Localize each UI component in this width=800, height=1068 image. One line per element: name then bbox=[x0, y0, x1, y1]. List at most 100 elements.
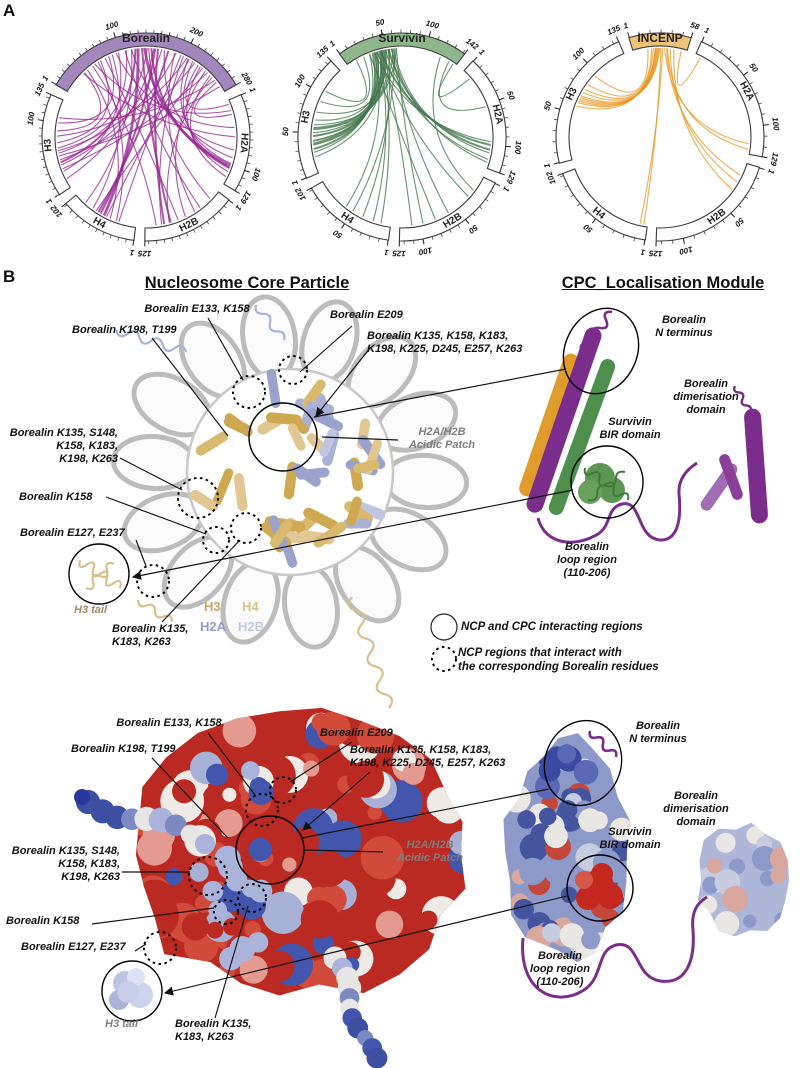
svg-text:1: 1 bbox=[40, 74, 50, 83]
svg-text:142: 142 bbox=[464, 36, 481, 52]
svg-text:1: 1 bbox=[247, 86, 257, 94]
ncp-section-title: Nucleosome Core Particle bbox=[144, 274, 350, 292]
svg-text:H3: H3 bbox=[300, 109, 313, 124]
svg-text:100: 100 bbox=[104, 19, 120, 32]
svg-text:50: 50 bbox=[747, 61, 760, 74]
legend-h3: H3 bbox=[204, 599, 221, 614]
legend-h2b: H2B bbox=[238, 619, 265, 634]
ncp-surface-illustration bbox=[74, 707, 466, 1068]
svg-text:1: 1 bbox=[477, 47, 487, 57]
cpc-surface-illustration bbox=[503, 730, 789, 999]
svg-text:50: 50 bbox=[281, 126, 290, 136]
svg-text:50: 50 bbox=[331, 228, 344, 241]
annotation-bir-domain-cartoon: Survivin BIR domain bbox=[599, 416, 661, 441]
svg-text:1: 1 bbox=[233, 203, 243, 212]
annotation-big-surface: Borealin K135, K158, K183, K198, K225, D… bbox=[350, 744, 506, 769]
cpc-cartoon-illustration bbox=[519, 310, 768, 544]
svg-text:1: 1 bbox=[542, 162, 552, 169]
annotation-big-cartoon: Borealin K135, K158, K183, K198, K225, D… bbox=[367, 330, 523, 355]
circos-plot-incenp: 1 58INCENP150100129H2A150100125H2B150102H… bbox=[542, 20, 781, 259]
svg-text:102: 102 bbox=[293, 186, 308, 203]
annotation-k158-cartoon: Borealin K158 bbox=[19, 491, 93, 503]
annotation-k198-surface: Borealin K198, T199 bbox=[71, 743, 176, 755]
svg-text:100: 100 bbox=[250, 167, 263, 183]
annotation-loop-region-cartoon: Borealin loop region (110-206) bbox=[557, 541, 617, 579]
annotation-loop-region-surface: Borealin loop region (110-206) bbox=[530, 950, 590, 988]
svg-text:1: 1 bbox=[766, 168, 776, 175]
annotation-left6-cartoon: Borealin K135, S148, K158, K183, K198, K… bbox=[9, 427, 118, 465]
svg-text:135: 135 bbox=[315, 44, 331, 60]
svg-text:125: 125 bbox=[648, 249, 662, 259]
svg-text:125: 125 bbox=[392, 249, 406, 258]
annotation-k135-cartoon: Borealin K135, K183, K263 bbox=[112, 623, 189, 648]
svg-text:H2A: H2A bbox=[238, 133, 250, 154]
callout-overlays bbox=[68, 307, 644, 1022]
svg-text:50: 50 bbox=[466, 223, 479, 236]
svg-text:100: 100 bbox=[293, 73, 308, 90]
svg-text:102: 102 bbox=[544, 170, 557, 186]
key-dotted-circle-text: NCP regions that interact with the corre… bbox=[458, 647, 659, 674]
svg-text:INCENP: INCENP bbox=[637, 31, 682, 45]
annotation-k135-surface: Borealin K135, K183, K263 bbox=[175, 1018, 252, 1043]
svg-text:1: 1 bbox=[129, 248, 135, 258]
annotation-left6-surface: Borealin K135, S148, K158, K183, K198, K… bbox=[11, 845, 120, 883]
svg-text:100: 100 bbox=[417, 245, 432, 257]
svg-text:1: 1 bbox=[328, 38, 337, 48]
legend-h4: H4 bbox=[242, 599, 259, 614]
annotation-n-terminus-surface: Borealin N terminus bbox=[629, 720, 687, 745]
annotation-acidic-patch-surface: H2A/H2B Acidic Patch bbox=[396, 839, 464, 864]
annotation-acidic-patch-cartoon: H2A/H2B Acidic Patch bbox=[408, 426, 476, 451]
annotation-e127-cartoon: Borealin E127, E237 bbox=[20, 527, 125, 539]
svg-text:100: 100 bbox=[425, 19, 441, 31]
annotation-h3tail-surface: H3 tail bbox=[105, 1018, 139, 1030]
svg-text:50: 50 bbox=[375, 17, 386, 28]
annotation-k158-surface: Borealin K158 bbox=[6, 915, 80, 927]
svg-text:Survivin: Survivin bbox=[378, 31, 425, 45]
svg-text:58: 58 bbox=[689, 20, 701, 31]
svg-text:1: 1 bbox=[383, 248, 389, 258]
svg-text:H3: H3 bbox=[564, 86, 580, 103]
annotation-bir-domain-surface: Survivin BIR domain bbox=[599, 826, 661, 851]
annotation-e209-surface: Borealin E209 bbox=[320, 727, 393, 739]
legend-h2a: H2A bbox=[200, 619, 227, 634]
annotation-e133-surface: Borealin E133, K158 bbox=[116, 717, 222, 729]
svg-text:1: 1 bbox=[501, 185, 511, 193]
svg-text:125: 125 bbox=[137, 249, 151, 258]
svg-text:H3: H3 bbox=[42, 138, 54, 152]
svg-text:100: 100 bbox=[513, 140, 523, 155]
annotation-e127-surface: Borealin E127, E237 bbox=[21, 941, 126, 953]
annotation-n-terminus-cartoon: Borealin N terminus bbox=[655, 314, 713, 339]
svg-text:200: 200 bbox=[188, 25, 205, 40]
svg-text:1: 1 bbox=[290, 178, 300, 186]
svg-text:129: 129 bbox=[504, 169, 517, 185]
svg-text:H2A: H2A bbox=[490, 103, 505, 125]
circos-plot-survivin: 150 100142Survivin150100129H2A150100125H2… bbox=[281, 17, 523, 258]
svg-text:280: 280 bbox=[239, 70, 254, 87]
annotation-e133-cartoon: Borealin E133, K158 bbox=[144, 303, 250, 315]
svg-text:135: 135 bbox=[33, 81, 47, 97]
annotation-dimerisation-surface: Borealin dimerisation domain bbox=[663, 790, 729, 828]
svg-text:100: 100 bbox=[770, 117, 781, 132]
annotation-dimerisation-cartoon: Borealin dimerisation domain bbox=[673, 378, 739, 416]
svg-text:1: 1 bbox=[622, 21, 629, 31]
annotation-e209-cartoon: Borealin E209 bbox=[330, 309, 403, 321]
svg-text:Borealin: Borealin bbox=[122, 31, 170, 45]
svg-text:135: 135 bbox=[606, 23, 622, 37]
svg-text:100: 100 bbox=[26, 111, 37, 126]
svg-text:102: 102 bbox=[48, 203, 64, 219]
panel-b-label: B bbox=[3, 267, 16, 286]
key-solid-circle-text: NCP and CPC interacting regions bbox=[461, 621, 643, 633]
annotation-k198-cartoon: Borealin K198, T199 bbox=[72, 324, 177, 336]
svg-text:50: 50 bbox=[581, 222, 594, 235]
svg-text:129: 129 bbox=[768, 152, 779, 167]
panel-a-label: A bbox=[3, 1, 16, 20]
svg-text:50: 50 bbox=[505, 90, 517, 102]
svg-text:50: 50 bbox=[733, 216, 746, 229]
annotation-h3tail-cartoon: H3 tail bbox=[74, 604, 108, 616]
svg-text:1: 1 bbox=[44, 196, 54, 205]
svg-text:100: 100 bbox=[678, 245, 694, 257]
svg-text:129: 129 bbox=[238, 189, 253, 206]
